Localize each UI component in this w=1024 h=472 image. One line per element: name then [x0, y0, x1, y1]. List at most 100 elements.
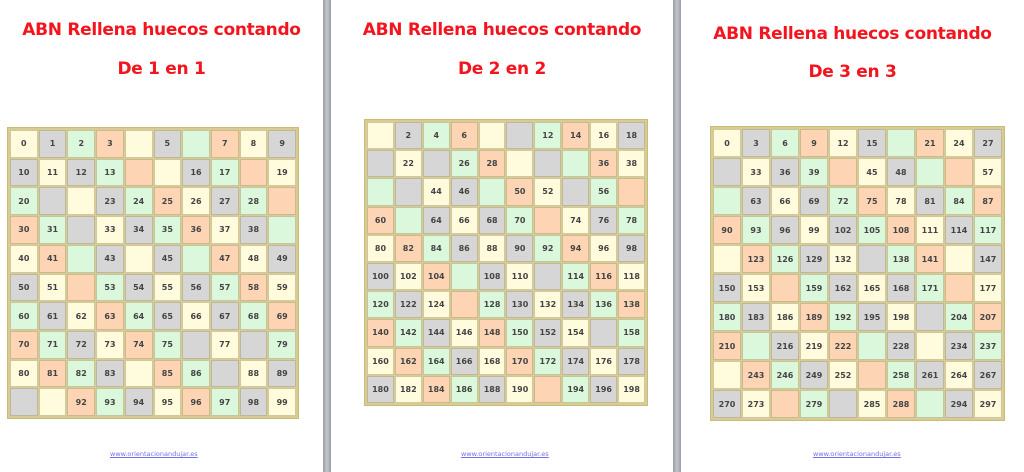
blank-cell[interactable]: [916, 332, 944, 360]
blank-cell[interactable]: [478, 178, 506, 206]
number-cell: 153: [742, 274, 770, 302]
blank-cell[interactable]: [829, 390, 857, 418]
number-cell: 10: [10, 158, 38, 187]
blank-cell[interactable]: [67, 244, 96, 273]
blank-cell[interactable]: [562, 178, 590, 206]
number-cell: 117: [974, 216, 1002, 244]
blank-cell[interactable]: [124, 359, 153, 388]
blank-cell[interactable]: [829, 158, 857, 186]
blank-cell[interactable]: [858, 361, 886, 389]
blank-cell[interactable]: [534, 206, 562, 234]
number-cell: 162: [829, 274, 857, 302]
blank-cell[interactable]: [916, 158, 944, 186]
number-cell: 170: [506, 347, 534, 375]
blank-cell[interactable]: [268, 187, 296, 216]
number-cell: 89: [268, 359, 296, 388]
blank-cell[interactable]: [916, 390, 944, 418]
blank-cell[interactable]: [67, 273, 96, 302]
blank-cell[interactable]: [450, 263, 478, 291]
number-cell: 130: [506, 291, 534, 319]
blank-cell[interactable]: [713, 245, 741, 273]
blank-cell[interactable]: [450, 291, 478, 319]
blank-cell[interactable]: [858, 332, 886, 360]
number-cell: 58: [239, 273, 268, 302]
number-cell: 36: [590, 150, 618, 178]
blank-cell[interactable]: [38, 187, 67, 216]
blank-cell[interactable]: [67, 216, 96, 244]
number-cell: 168: [478, 347, 506, 375]
number-cell: 114: [945, 216, 973, 244]
number-cell: 285: [858, 390, 886, 418]
blank-cell[interactable]: [534, 150, 562, 178]
blank-cell[interactable]: [534, 263, 562, 291]
number-cell: 168: [887, 274, 915, 302]
blank-cell[interactable]: [887, 129, 915, 157]
number-cell: 81: [916, 187, 944, 215]
website-link[interactable]: www.orientacionandujar.es: [813, 450, 901, 458]
number-cell: 13: [96, 158, 124, 187]
number-cell: 95: [153, 388, 182, 416]
number-cell: 49: [268, 244, 296, 273]
number-cell: 38: [239, 216, 268, 244]
blank-cell[interactable]: [124, 158, 153, 187]
blank-cell[interactable]: [618, 178, 645, 206]
blank-cell[interactable]: [367, 150, 394, 178]
blank-cell[interactable]: [713, 187, 741, 215]
blank-cell[interactable]: [534, 375, 562, 403]
blank-cell[interactable]: [38, 388, 67, 416]
website-link[interactable]: www.orientacionandujar.es: [110, 450, 198, 458]
number-cell: 198: [618, 375, 645, 403]
blank-cell[interactable]: [506, 122, 534, 150]
blank-cell[interactable]: [916, 303, 944, 331]
website-link[interactable]: www.orientacionandujar.es: [461, 450, 549, 458]
blank-cell[interactable]: [182, 330, 210, 359]
number-cell: 96: [182, 388, 210, 416]
number-cell: 62: [67, 302, 96, 330]
blank-cell[interactable]: [367, 178, 394, 206]
blank-cell[interactable]: [394, 178, 422, 206]
blank-cell[interactable]: [67, 187, 96, 216]
blank-cell[interactable]: [422, 150, 450, 178]
blank-cell[interactable]: [210, 359, 239, 388]
number-cell: 294: [945, 390, 973, 418]
blank-cell[interactable]: [713, 361, 741, 389]
blank-cell[interactable]: [945, 274, 973, 302]
number-cell: 93: [96, 388, 124, 416]
blank-cell[interactable]: [124, 244, 153, 273]
blank-cell[interactable]: [153, 158, 182, 187]
number-cell: 195: [858, 303, 886, 331]
blank-cell[interactable]: [858, 245, 886, 273]
blank-cell[interactable]: [10, 388, 38, 416]
blank-cell[interactable]: [945, 158, 973, 186]
blank-cell[interactable]: [124, 130, 153, 158]
blank-cell[interactable]: [394, 206, 422, 234]
blank-cell[interactable]: [182, 244, 210, 273]
number-cell: 16: [590, 122, 618, 150]
number-cell: 33: [96, 216, 124, 244]
worksheet-subtitle: De 1 en 1: [117, 59, 206, 79]
number-cell: 148: [478, 319, 506, 347]
blank-cell[interactable]: [182, 130, 210, 158]
number-cell: 26: [450, 150, 478, 178]
number-cell: 20: [10, 187, 38, 216]
number-cell: 11: [38, 158, 67, 187]
number-cell: 51: [38, 273, 67, 302]
number-cell: 88: [239, 359, 268, 388]
blank-cell[interactable]: [239, 158, 268, 187]
blank-cell[interactable]: [268, 216, 296, 244]
blank-cell[interactable]: [478, 122, 506, 150]
worksheet-title: ABN Rellena huecos contando: [362, 20, 642, 40]
blank-cell[interactable]: [506, 150, 534, 178]
blank-cell[interactable]: [562, 150, 590, 178]
number-cell: 46: [450, 178, 478, 206]
number-cell: 92: [534, 234, 562, 262]
blank-cell[interactable]: [367, 122, 394, 150]
blank-cell[interactable]: [945, 245, 973, 273]
blank-cell[interactable]: [771, 274, 799, 302]
blank-cell[interactable]: [713, 158, 741, 186]
blank-cell[interactable]: [742, 332, 770, 360]
number-cell: 50: [506, 178, 534, 206]
blank-cell[interactable]: [590, 319, 618, 347]
blank-cell[interactable]: [771, 390, 799, 418]
blank-cell[interactable]: [239, 330, 268, 359]
